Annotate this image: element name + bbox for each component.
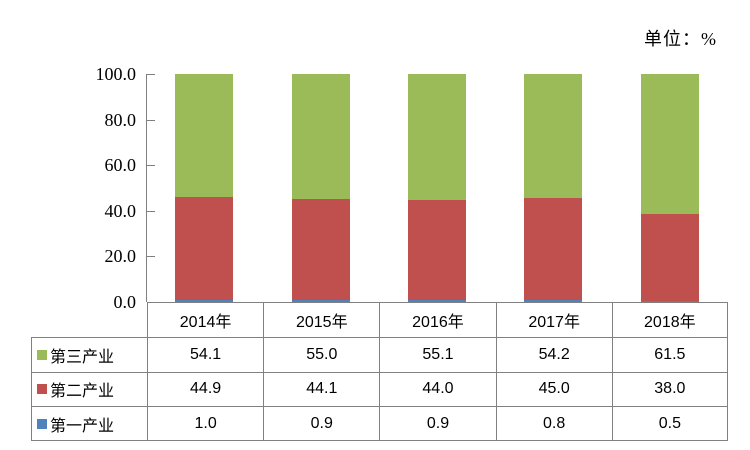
legend-key-swatch-tertiary-industry <box>37 349 47 360</box>
bar-segment-primary-industry-2018年 <box>640 300 699 302</box>
y-axis-tick-label: 80.0 <box>104 109 137 130</box>
table-value-cell: 44.0 <box>379 371 496 407</box>
bar-segment-tertiary-industry-2014年 <box>175 74 234 198</box>
unit-label: 单位：% <box>644 29 717 49</box>
y-axis-tick-mark <box>147 256 155 258</box>
legend-label: 第三产业 <box>50 348 115 366</box>
table-corner-cell <box>31 302 147 337</box>
table-header-year-cell: 2018年 <box>611 302 728 337</box>
table-header-year-cell: 2014年 <box>147 302 264 337</box>
y-axis: 100.0 80.0 60.0 40.0 20.0 0.0 <box>0 0 137 312</box>
y-axis-tick-label: 20.0 <box>104 246 137 267</box>
y-axis-tick-mark <box>147 119 155 121</box>
bar-segment-secondary-industry-2016年 <box>408 199 466 300</box>
table-header-year-cell: 2015年 <box>263 302 380 337</box>
y-axis-tick-mark <box>147 165 155 167</box>
bar-segment-secondary-industry-2017年 <box>524 197 583 301</box>
y-axis-tick-mark <box>147 302 155 303</box>
bar-segment-secondary-industry-2018年 <box>640 214 699 301</box>
y-axis-tick-mark <box>147 74 155 75</box>
table-value-cell: 44.1 <box>263 371 380 407</box>
table-value-cell: 55.0 <box>263 337 380 372</box>
legend-key-swatch-secondary-industry <box>37 384 47 395</box>
bar-segment-tertiary-industry-2018年 <box>640 74 699 215</box>
table-value-cell: 61.5 <box>611 337 728 372</box>
bar-segment-primary-industry-2015年 <box>291 299 350 302</box>
table-value-cell: 0.9 <box>379 406 496 441</box>
bar-segment-primary-industry-2017年 <box>524 300 583 302</box>
legend-label: 第二产业 <box>50 383 115 401</box>
bar-segment-secondary-industry-2014年 <box>175 197 234 300</box>
y-axis-tick-label: 40.0 <box>104 200 137 221</box>
y-axis-tick-label: 60.0 <box>104 155 137 176</box>
bar-segment-tertiary-industry-2017年 <box>524 74 583 198</box>
y-axis-tick-label: 100.0 <box>95 64 137 84</box>
table-value-cell: 55.1 <box>379 337 496 372</box>
table-value-cell: 54.2 <box>495 337 612 372</box>
table-header-year-cell: 2017年 <box>495 302 612 337</box>
legend-label: 第一产业 <box>50 417 115 435</box>
table-value-cell: 54.1 <box>147 337 264 372</box>
legend-item-secondary-industry: 第二产业 <box>31 371 147 407</box>
table-value-cell: 0.5 <box>611 406 728 441</box>
table-value-cell: 45.0 <box>495 371 612 407</box>
table-value-cell: 1.0 <box>147 406 264 441</box>
y-axis-tick-mark <box>147 210 155 212</box>
bar-segment-tertiary-industry-2015年 <box>291 74 350 200</box>
table-value-cell: 38.0 <box>611 371 728 407</box>
y-axis-tick-label: 0.0 <box>113 292 137 312</box>
plot-area <box>146 74 728 302</box>
bar-segment-primary-industry-2014年 <box>175 299 234 302</box>
data-table: 2014年 2015年 2016年 2017年 2018年第三产业 54.1 55.0 55.… <box>31 302 728 441</box>
legend-key-swatch-primary-industry <box>37 418 47 429</box>
table-value-cell: 44.9 <box>147 371 264 407</box>
legend-item-tertiary-industry: 第三产业 <box>31 337 147 372</box>
bar-segment-secondary-industry-2015年 <box>291 199 350 300</box>
bar-segment-primary-industry-2016年 <box>408 299 466 302</box>
table-value-cell: 0.9 <box>263 406 380 441</box>
bar-segment-tertiary-industry-2016年 <box>408 74 466 200</box>
table-value-cell: 0.8 <box>495 406 612 441</box>
legend-item-primary-industry: 第一产业 <box>31 406 147 441</box>
table-header-year-cell: 2016年 <box>379 302 496 337</box>
